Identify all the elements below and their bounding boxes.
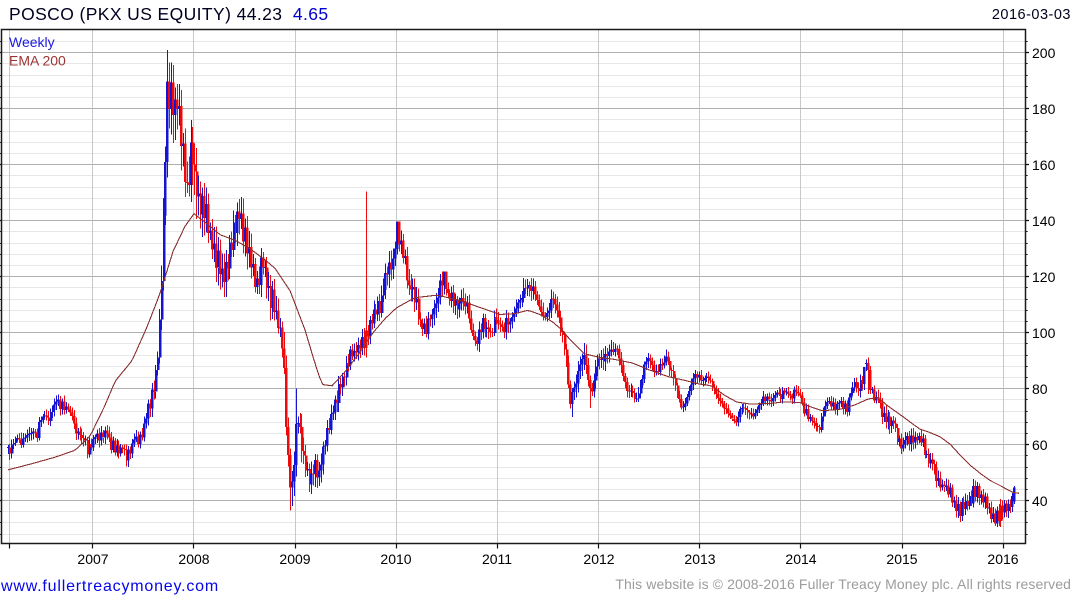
svg-text:This website is © 2008-2016 Fu: This website is © 2008-2016 Fuller Treac…	[615, 576, 1071, 592]
svg-text:2007: 2007	[77, 551, 108, 567]
svg-text:2013: 2013	[684, 551, 715, 567]
svg-text:2014: 2014	[785, 551, 816, 567]
svg-text:2015: 2015	[886, 551, 917, 567]
svg-text:2012: 2012	[583, 551, 614, 567]
svg-text:2016: 2016	[987, 551, 1018, 567]
svg-text:140: 140	[1032, 213, 1056, 229]
svg-text:120: 120	[1032, 269, 1056, 285]
svg-text:2009: 2009	[279, 551, 310, 567]
svg-text:2008: 2008	[178, 551, 209, 567]
svg-text:2011: 2011	[482, 551, 512, 567]
svg-text:2010: 2010	[380, 551, 411, 567]
svg-text:160: 160	[1032, 157, 1056, 173]
svg-text:180: 180	[1032, 101, 1056, 117]
svg-text:EMA 200: EMA 200	[9, 53, 66, 69]
svg-text:POSCO (PKX US EQUITY) 44.23 4: POSCO (PKX US EQUITY) 44.23 4.65	[9, 4, 329, 24]
svg-text:80: 80	[1032, 381, 1048, 397]
svg-text:60: 60	[1032, 437, 1048, 453]
svg-text:2016-03-03: 2016-03-03	[992, 7, 1071, 23]
svg-text:www.fullertreacymoney.com: www.fullertreacymoney.com	[0, 578, 219, 595]
svg-text:200: 200	[1032, 45, 1056, 61]
svg-text:100: 100	[1032, 325, 1056, 341]
svg-text:40: 40	[1032, 493, 1048, 509]
svg-text:Weekly: Weekly	[9, 34, 55, 50]
